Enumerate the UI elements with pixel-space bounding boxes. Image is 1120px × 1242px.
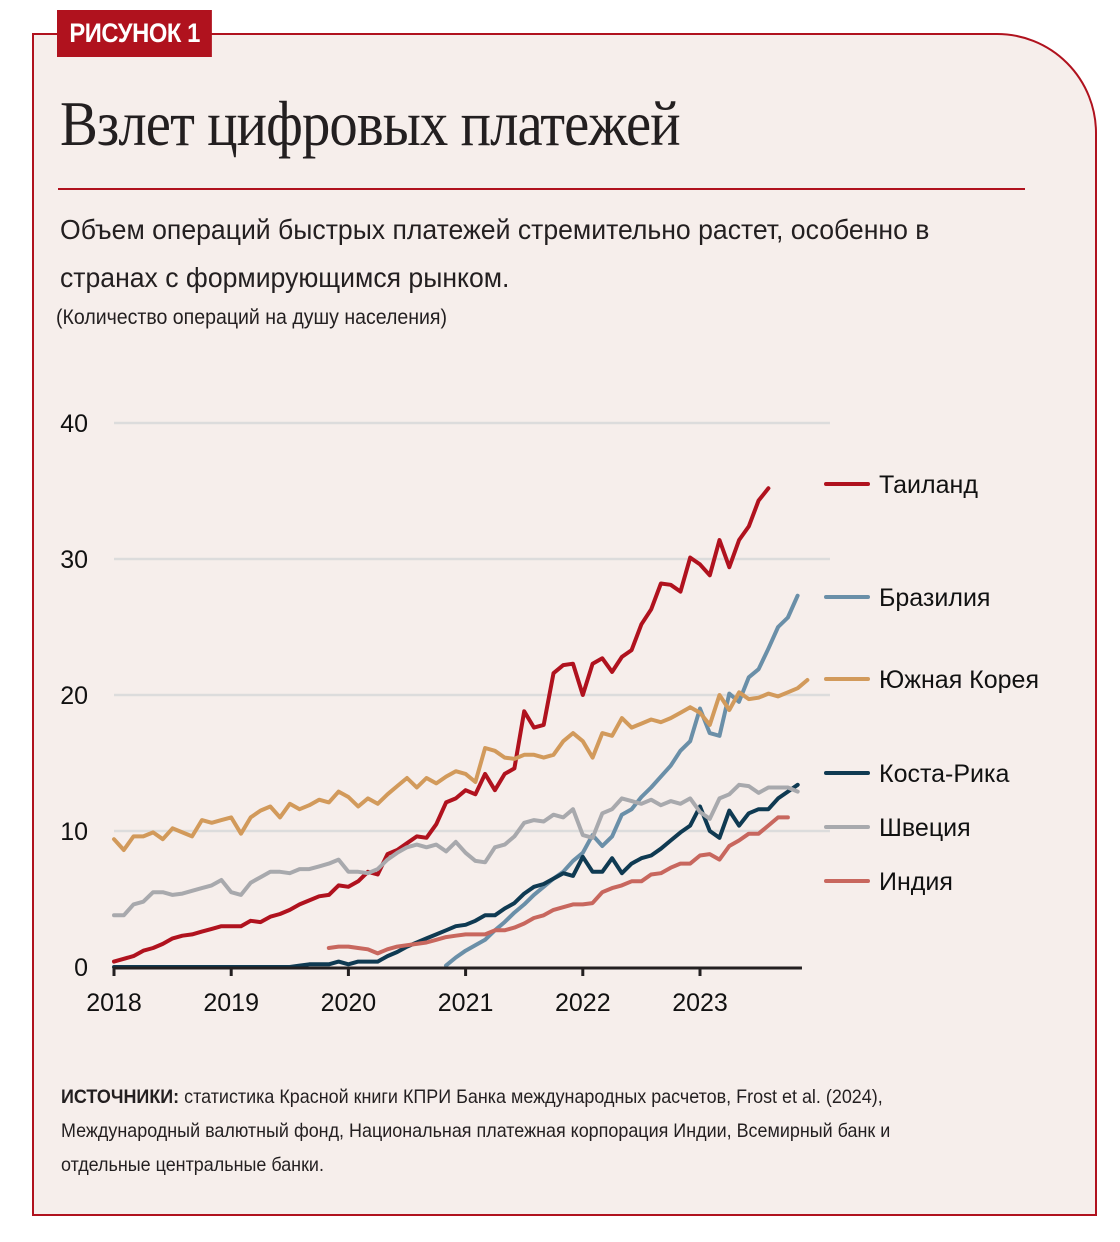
x-tick-label: 2022 bbox=[555, 989, 611, 1017]
x-axis: 2018 2019 2020 2021 2022 2023 bbox=[86, 966, 802, 1017]
y-tick-label: 40 bbox=[60, 410, 88, 438]
legend-label: Южная Корея bbox=[879, 666, 1039, 694]
legend-label: Индия bbox=[879, 868, 953, 896]
sources-note: ИСТОЧНИКИ: статистика Красной книги КПРИ… bbox=[61, 1080, 963, 1182]
legend-label: Коста-Рика bbox=[879, 760, 1009, 788]
x-tick-label: 2023 bbox=[672, 989, 728, 1017]
sources-text: статистика Красной книги КПРИ Банка межд… bbox=[61, 1086, 891, 1176]
series-line-Таиланд bbox=[112, 486, 771, 964]
x-tick-label: 2020 bbox=[321, 989, 377, 1017]
x-tick-label: 2019 bbox=[203, 989, 259, 1017]
figure-subtitle: Объем операций быстрых платежей стремите… bbox=[60, 214, 930, 293]
y-tick-label: 30 bbox=[60, 546, 88, 574]
gridlines bbox=[114, 421, 830, 833]
unit-note: (Количество операций на душу населения) bbox=[56, 306, 448, 329]
series-line-Индия bbox=[326, 815, 790, 956]
series-line-Коста-Рика bbox=[112, 782, 800, 969]
figure-frame bbox=[32, 33, 1097, 1216]
legend-label: Таиланд bbox=[879, 471, 978, 499]
x-tick-label: 2018 bbox=[86, 989, 142, 1017]
series-line-Бразилия bbox=[444, 593, 800, 968]
y-tick-label: 0 bbox=[74, 954, 88, 982]
legend: Таиланд Бразилия Южная Корея Коста-Рика Швец… bbox=[824, 471, 1039, 896]
x-tick-label: 2021 bbox=[438, 989, 494, 1017]
y-tick-label: 10 bbox=[60, 818, 88, 846]
legend-label: Бразилия bbox=[879, 584, 990, 612]
title-divider bbox=[58, 188, 1025, 190]
figure-badge: РИСУНОК 1 bbox=[57, 10, 213, 57]
legend-label: Швеция bbox=[879, 814, 971, 842]
series-line-Южная Корея bbox=[112, 678, 810, 852]
series-line-Швеция bbox=[112, 782, 800, 918]
y-tick-label: 20 bbox=[60, 682, 88, 710]
sources-label: ИСТОЧНИКИ: bbox=[61, 1086, 180, 1108]
figure-title: Взлет цифровых платежей bbox=[60, 89, 681, 159]
y-axis: 0 10 20 30 40 bbox=[60, 410, 88, 982]
